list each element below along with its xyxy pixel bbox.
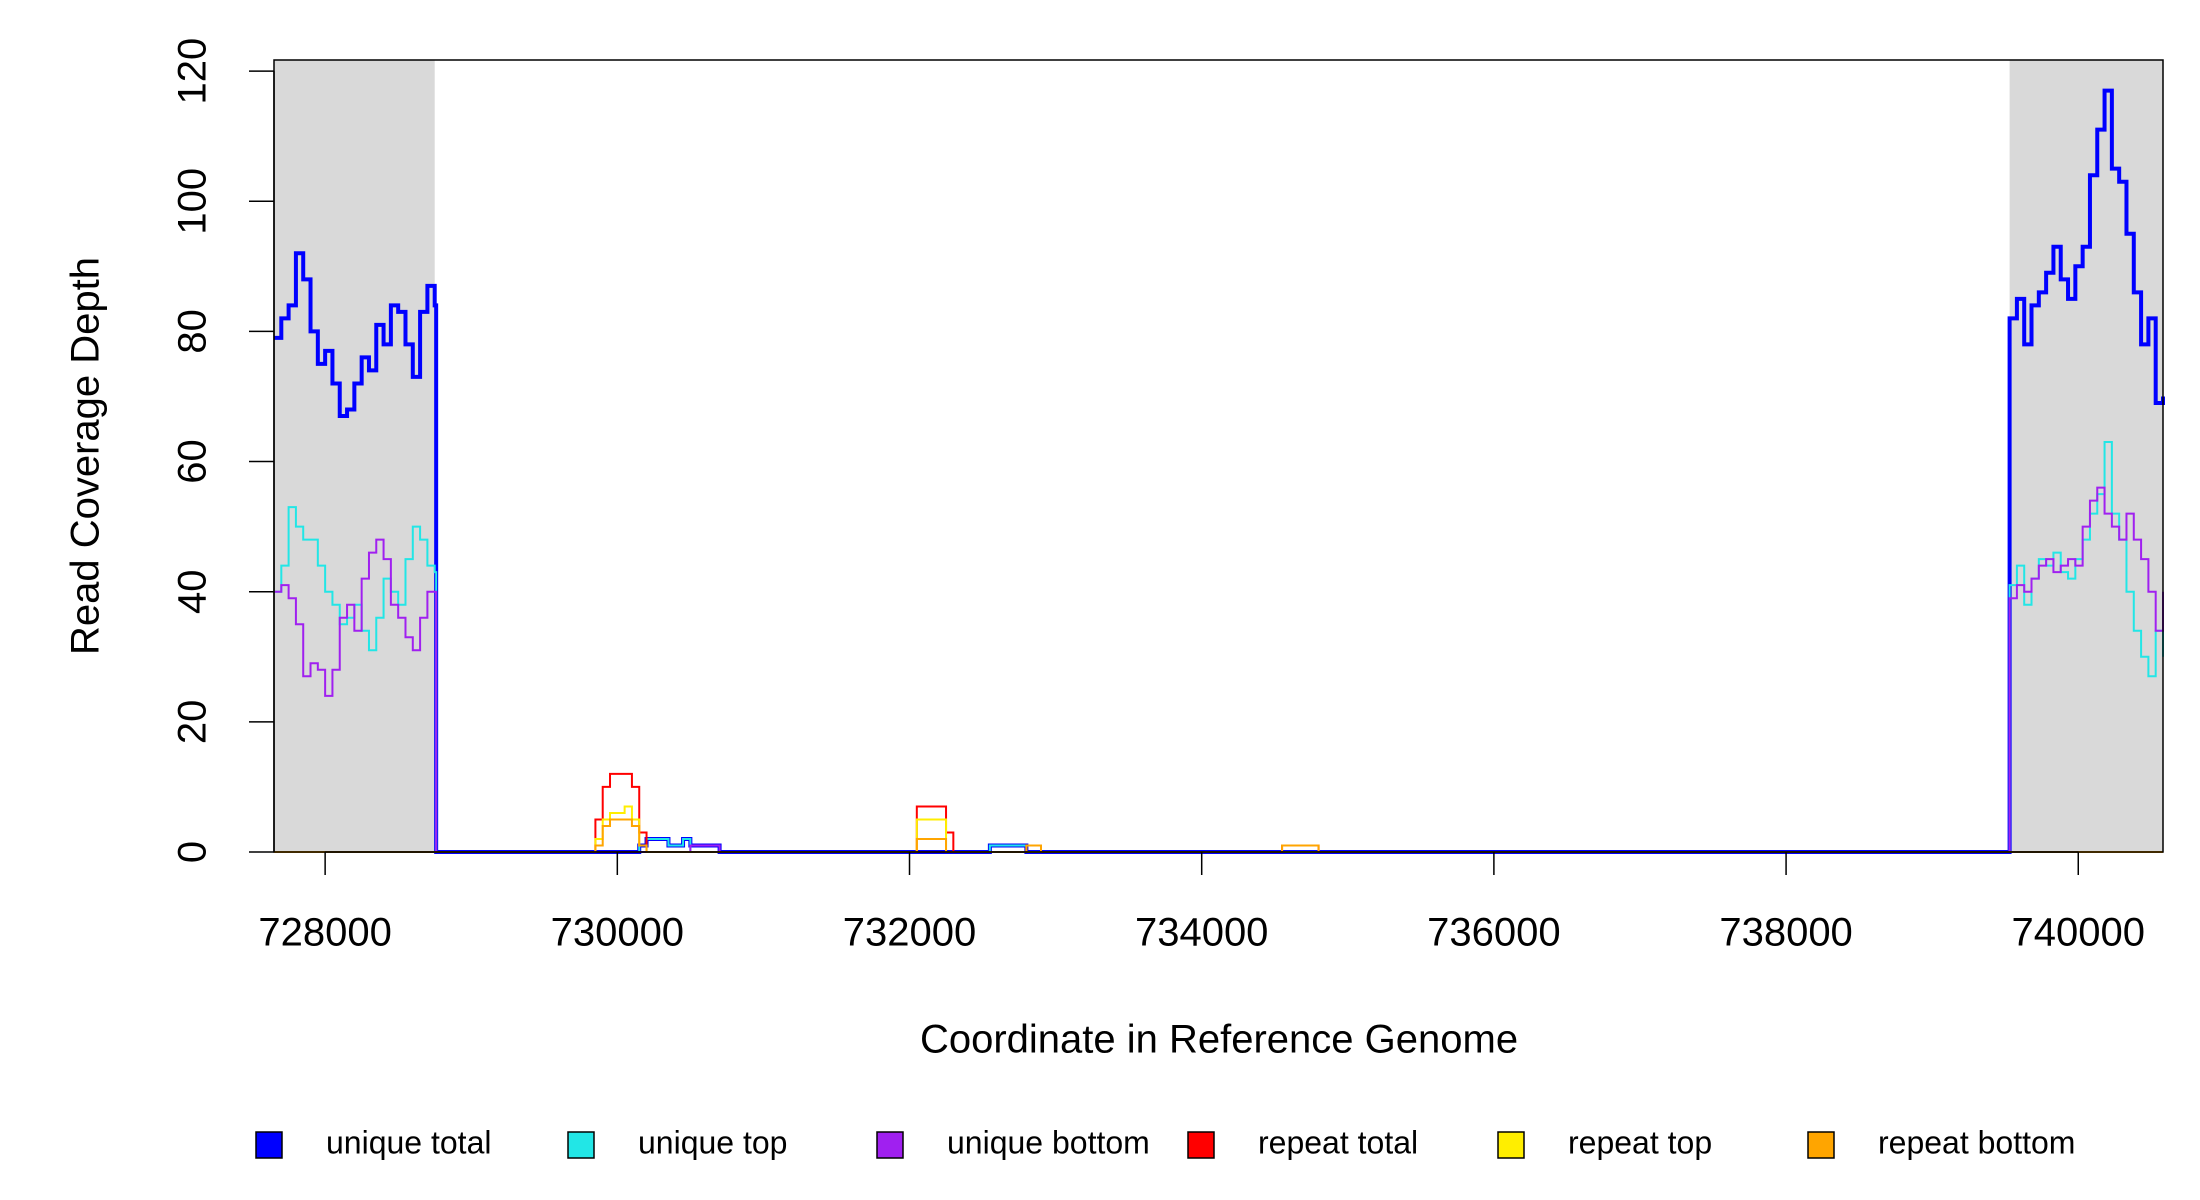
series-line [274, 88, 2165, 854]
legend-label: repeat bottom [1878, 1124, 2075, 1160]
legend-swatch [255, 1131, 283, 1159]
y-tick-label: 20 [171, 700, 215, 745]
legend-swatch [1187, 1131, 1215, 1159]
legend-label: repeat total [1258, 1124, 1418, 1160]
y-tick-label: 120 [171, 38, 215, 105]
x-tick-label: 730000 [551, 911, 684, 955]
legend-label: repeat top [1568, 1124, 1712, 1160]
legend-label: unique bottom [947, 1124, 1150, 1160]
y-axis-label: Read Coverage Depth [64, 257, 108, 655]
plot-frame [273, 59, 2164, 853]
series-line [274, 441, 2164, 853]
x-axis-label: Coordinate in Reference Genome [920, 1018, 1518, 1062]
series-line [274, 772, 2163, 853]
legend-swatch [876, 1131, 904, 1159]
x-tick-label: 740000 [2012, 911, 2145, 955]
y-tick-label: 0 [171, 841, 215, 863]
legend-swatch [1807, 1131, 1835, 1159]
x-tick-label: 738000 [1719, 911, 1852, 955]
y-tick-label: 60 [171, 439, 215, 484]
series-line [274, 818, 2163, 853]
x-tick-label: 734000 [1135, 911, 1268, 955]
y-tick-label: 80 [171, 309, 215, 354]
x-tick-label: 732000 [843, 911, 976, 955]
legend-label: unique total [326, 1124, 491, 1160]
x-tick-label: 728000 [258, 911, 391, 955]
shaded-region [2009, 60, 2163, 852]
shaded-region [274, 60, 435, 852]
y-tick-label: 40 [171, 569, 215, 614]
series-line [274, 486, 2164, 853]
legend-label: unique top [638, 1124, 787, 1160]
series-line [274, 805, 2163, 853]
y-tick-label: 100 [171, 168, 215, 235]
legend-swatch [1497, 1131, 1525, 1159]
legend-swatch [567, 1131, 595, 1159]
x-tick-label: 736000 [1427, 911, 1560, 955]
